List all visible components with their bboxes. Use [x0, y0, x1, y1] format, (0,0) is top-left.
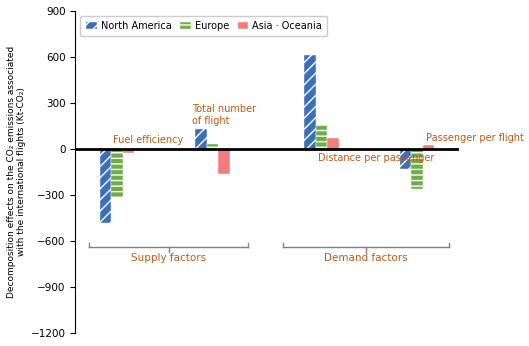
Bar	[412, 149, 423, 189]
Bar	[327, 138, 339, 149]
Bar	[423, 145, 434, 149]
Text: Demand factors: Demand factors	[324, 253, 408, 263]
Bar	[123, 149, 134, 153]
Y-axis label: Decomposition effects on the CO₂ emissions associated
with the international fli: Decomposition effects on the CO₂ emissio…	[7, 46, 26, 298]
Bar	[316, 125, 327, 149]
Bar	[218, 149, 230, 174]
Bar	[111, 149, 123, 198]
Bar	[304, 55, 316, 149]
Text: Passenger per flight: Passenger per flight	[426, 133, 524, 143]
Text: Supply factors: Supply factors	[131, 253, 206, 263]
Bar	[195, 129, 207, 149]
Bar	[99, 149, 111, 222]
Legend: North America, Europe, Asia · Oceania: North America, Europe, Asia · Oceania	[80, 16, 327, 36]
Text: Fuel efficiency: Fuel efficiency	[113, 135, 184, 145]
Text: Total number
of flight: Total number of flight	[192, 104, 256, 126]
Text: Distance per passenger: Distance per passenger	[318, 153, 434, 163]
Bar	[400, 149, 412, 169]
Bar	[207, 144, 218, 149]
